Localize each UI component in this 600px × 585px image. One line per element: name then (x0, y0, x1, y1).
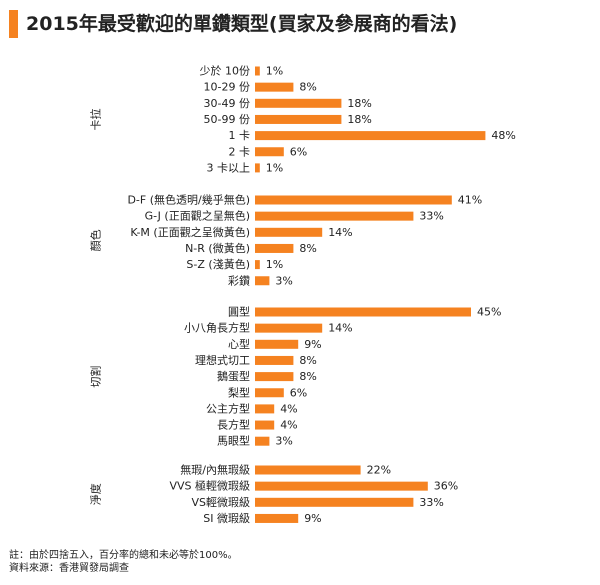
category-label: 理想式切工 (195, 353, 250, 367)
bar (255, 465, 361, 475)
bar (255, 323, 323, 333)
category-label: 彩鑽 (228, 273, 250, 287)
value-label: 22% (367, 464, 391, 477)
category-label: 3 卡以上 (207, 161, 251, 174)
bar (255, 513, 299, 523)
value-label: 33% (419, 210, 443, 223)
value-label: 3% (275, 274, 292, 287)
value-label: 3% (275, 435, 292, 448)
group-label: 卡拉 (89, 108, 103, 130)
value-label: 8% (299, 370, 316, 383)
bar (255, 147, 284, 157)
footnote-rounding: 註：由於四捨五入，百分率的總和未必等於100%。 (9, 550, 238, 561)
category-label: 梨型 (228, 385, 250, 399)
category-label: 長方型 (217, 418, 250, 432)
bar (255, 243, 294, 253)
category-label: S-Z (淺黃色) (186, 257, 250, 271)
value-label: 1% (266, 161, 283, 174)
category-label: 2 卡 (229, 145, 251, 158)
category-label: VS輕微瑕級 (191, 495, 250, 509)
bar (255, 388, 284, 398)
group-label: 淨度 (89, 483, 103, 505)
value-label: 14% (328, 226, 352, 239)
bar (255, 131, 486, 141)
value-label: 45% (477, 306, 501, 319)
bar (255, 260, 260, 270)
category-label: N-R (微黃色) (185, 241, 250, 255)
category-label: 圓型 (228, 305, 250, 319)
value-label: 4% (280, 402, 297, 415)
bar (255, 420, 275, 430)
category-label: K-M (正面觀之呈微黃色) (130, 225, 250, 239)
category-label: SI 微瑕級 (203, 511, 250, 525)
value-label: 9% (304, 338, 321, 351)
value-label: 48% (491, 129, 515, 142)
value-label: 18% (347, 97, 371, 110)
category-label: 無瑕/內無瑕級 (180, 463, 250, 477)
value-label: 8% (299, 242, 316, 255)
bar (255, 66, 260, 76)
value-label: 9% (304, 512, 321, 525)
value-label: 6% (290, 386, 307, 399)
category-label: 小八角長方型 (184, 321, 250, 335)
chart-title: 2015年最受歡迎的單鑽類型(買家及參展商的看法) (26, 13, 458, 35)
bar (255, 339, 299, 349)
category-label: 鵝蛋型 (217, 369, 250, 383)
bar (255, 195, 452, 205)
bar (255, 436, 270, 446)
value-label: 33% (419, 496, 443, 509)
bar (255, 497, 414, 507)
bar (255, 276, 270, 286)
category-label: 心型 (228, 337, 250, 351)
value-label: 4% (280, 419, 297, 432)
value-label: 36% (434, 480, 458, 493)
value-label: 1% (266, 258, 283, 271)
bar-chart: 卡拉 少於 10份 1% 10-29 份 8% 30-49 份 18% 50-99 份 18% 1… (89, 64, 516, 525)
category-label: 30-49 份 (204, 97, 250, 110)
group-label: 顏色 (89, 229, 103, 251)
value-label: 8% (299, 354, 316, 367)
category-label: 公主方型 (206, 401, 250, 415)
bar (255, 82, 294, 92)
bar (255, 211, 414, 221)
category-label: 馬眼型 (217, 434, 250, 448)
category-label: 少於 10份 (200, 64, 251, 78)
category-label: VVS 極輕微瑕級 (169, 479, 250, 493)
bar (255, 307, 471, 317)
bar (255, 98, 342, 108)
category-label: 10-29 份 (204, 81, 250, 94)
bar (255, 163, 260, 173)
bar (255, 481, 428, 491)
bar (255, 404, 275, 414)
value-label: 41% (458, 194, 482, 207)
footnotes: 註：由於四捨五入，百分率的總和未必等於100%。 資料來源：香港貿發局調查 (9, 549, 238, 575)
title-accent-bar (9, 10, 18, 38)
category-label: D-F (無色透明/幾乎無色) (127, 193, 250, 207)
category-label: G-J (正面觀之呈無色) (145, 209, 250, 223)
category-label: 50-99 份 (204, 113, 250, 126)
footnote-source: 資料來源：香港貿發局調查 (9, 563, 129, 574)
group-label: 切割 (89, 366, 103, 388)
value-label: 6% (290, 145, 307, 158)
category-label: 1 卡 (229, 129, 251, 142)
bar (255, 114, 342, 124)
bar (255, 372, 294, 382)
value-label: 1% (266, 65, 283, 78)
value-label: 18% (347, 113, 371, 126)
bar (255, 355, 294, 365)
value-label: 14% (328, 322, 352, 335)
bar (255, 227, 323, 237)
value-label: 8% (299, 81, 316, 94)
